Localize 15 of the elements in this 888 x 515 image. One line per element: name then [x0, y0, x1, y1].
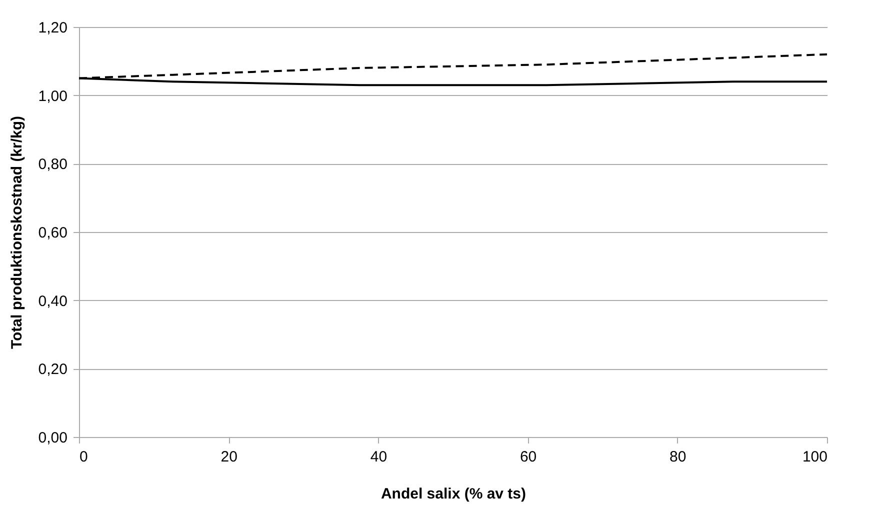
x-tick-label: 0 [80, 448, 88, 466]
y-tick-label: 0,00 [38, 430, 68, 446]
x-tick-label: 100 [802, 448, 828, 466]
x-tick-label: 80 [670, 448, 686, 466]
x-tick-label: 60 [520, 448, 537, 466]
y-tick-label: 0,20 [38, 361, 68, 378]
y-tick-label: 1,20 [38, 20, 68, 36]
x-tick-label: 40 [370, 448, 388, 466]
y-tick-label: 0,80 [38, 156, 68, 174]
y-tick-label: 1,00 [38, 88, 68, 105]
x-axis-title: Andel salix (% av ts) [380, 486, 526, 502]
y-tick-label: 0,40 [38, 292, 68, 310]
y-tick-label: 0,60 [38, 224, 68, 242]
x-tick-label: 20 [220, 448, 238, 466]
y-axis-title: Total produktionskostnad (kr/kg) [8, 116, 26, 350]
